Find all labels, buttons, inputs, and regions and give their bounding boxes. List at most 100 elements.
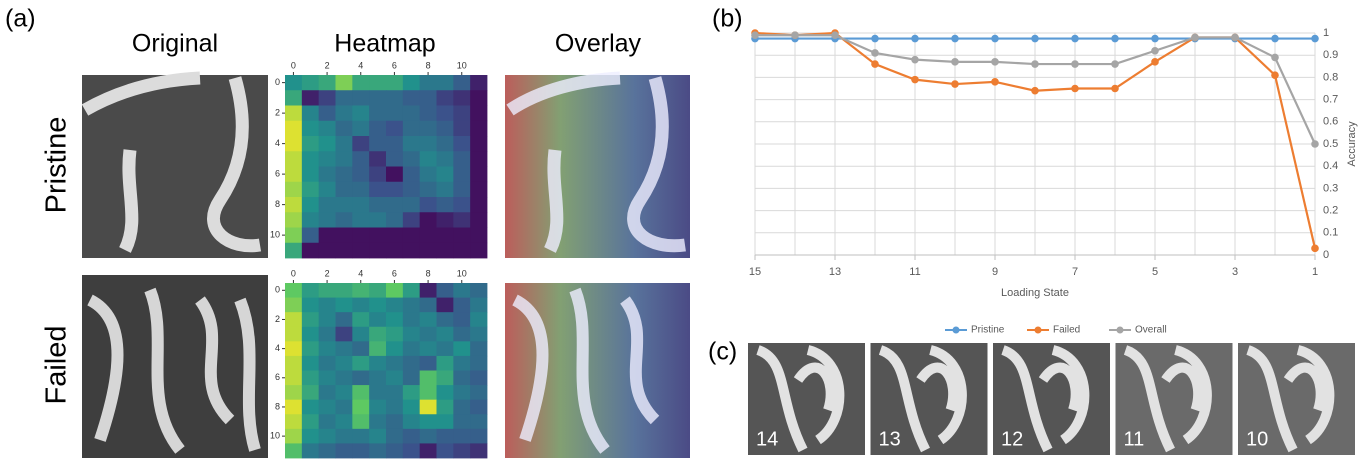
- heatmap-cell: [336, 75, 353, 91]
- heatmap-cell: [386, 212, 403, 228]
- y-tick-label: 0.9: [1323, 49, 1338, 61]
- heatmap-cell: [352, 182, 369, 198]
- series-point: [1151, 47, 1159, 55]
- heatmap-cell: [336, 327, 353, 342]
- heatmap-cell: [319, 182, 336, 198]
- heatmap-cell: [319, 212, 336, 228]
- heatmap-cell: [403, 212, 420, 228]
- series-point: [1231, 34, 1239, 42]
- heatmap-cell: [369, 212, 386, 228]
- heatmaps: 0246810024681002468100246810: [270, 60, 487, 458]
- heatmap-cell: [302, 429, 319, 444]
- heatmap-cell: [386, 121, 403, 137]
- heatmap-cell: [352, 298, 369, 313]
- heatmap-cell: [403, 414, 420, 429]
- heatmap-cell: [420, 283, 437, 298]
- x-tick-label: 0: [291, 60, 296, 70]
- heatmap-cell: [437, 429, 454, 444]
- heatmap-cell: [302, 312, 319, 327]
- heatmap-cell: [403, 429, 420, 444]
- heatmap-cell: [453, 228, 470, 244]
- heatmap-cell: [437, 121, 454, 137]
- accuracy-chart: 00.10.20.30.40.50.60.70.80.9115131197531…: [749, 27, 1358, 336]
- heatmap-cell: [470, 371, 487, 386]
- heatmap-cell: [437, 385, 454, 400]
- heatmap-cell: [352, 371, 369, 386]
- heatmap-cell: [470, 283, 487, 298]
- y-tick-label: 0.8: [1323, 71, 1338, 83]
- heatmap-cell: [336, 136, 353, 152]
- y-tick-label: 6: [275, 372, 280, 382]
- heatmap-cell: [420, 182, 437, 198]
- heatmap-cell: [386, 385, 403, 400]
- x-tick-label: 2: [325, 268, 330, 278]
- heatmap-cell: [453, 327, 470, 342]
- series-point: [1271, 71, 1279, 79]
- heatmap-cell: [369, 90, 386, 106]
- series-point: [991, 58, 999, 66]
- heatmap-cell: [369, 167, 386, 183]
- heatmap-cell: [470, 167, 487, 183]
- heatmap-cell: [386, 243, 403, 259]
- heatmap-cell: [319, 414, 336, 429]
- heatmap-cell: [352, 327, 369, 342]
- heatmap-cell: [403, 197, 420, 213]
- heatmap-cell: [319, 151, 336, 167]
- heatmap-cell: [403, 151, 420, 167]
- heatmap-cell: [369, 341, 386, 356]
- series-point: [1111, 60, 1119, 68]
- heatmap-cell: [302, 167, 319, 183]
- series-point: [1071, 85, 1079, 93]
- heatmap-cell: [437, 414, 454, 429]
- heatmap-cell: [420, 243, 437, 259]
- heatmap-cell: [470, 182, 487, 198]
- heatmap-cell: [285, 400, 302, 415]
- heatmap-cell: [420, 136, 437, 152]
- heatmap-cell: [403, 341, 420, 356]
- heatmap-cell: [352, 414, 369, 429]
- x-tick-label: 7: [1072, 266, 1078, 278]
- series-point: [911, 35, 919, 43]
- heatmap-cell: [470, 400, 487, 415]
- heatmap-cell: [352, 283, 369, 298]
- heatmap-cell: [420, 212, 437, 228]
- heatmap-cell: [470, 327, 487, 342]
- series-point: [871, 35, 879, 43]
- heatmap-cell: [403, 400, 420, 415]
- heatmap-cell: [352, 228, 369, 244]
- y-tick-label: 2: [275, 108, 280, 118]
- heatmap-cell: [470, 385, 487, 400]
- heatmap-cell: [319, 228, 336, 244]
- heatmap-cell: [369, 197, 386, 213]
- series-point: [1111, 85, 1119, 93]
- heatmap-cell: [403, 136, 420, 152]
- series-point: [1311, 245, 1319, 253]
- row-label: Pristine: [41, 117, 73, 214]
- heatmap-cell: [470, 212, 487, 228]
- heatmap-cell: [403, 356, 420, 371]
- heatmap-cell: [319, 75, 336, 91]
- x-tick-label: 13: [829, 266, 841, 278]
- heatmap-cell: [420, 385, 437, 400]
- heatmap-cell: [285, 371, 302, 386]
- panel-label: (b): [712, 5, 743, 33]
- heatmap-cell: [336, 443, 353, 458]
- heatmap-cell: [319, 243, 336, 259]
- heatmap-cell: [453, 283, 470, 298]
- heatmap-cell: [369, 371, 386, 386]
- x-tick-label: 4: [358, 268, 363, 278]
- heatmap-cell: [420, 75, 437, 91]
- heatmap-cell: [302, 106, 319, 122]
- heatmap-cell: [285, 298, 302, 313]
- column-title: Overlay: [555, 30, 642, 58]
- heatmap-cell: [285, 228, 302, 244]
- heatmap-cell: [369, 182, 386, 198]
- heatmap-cell: [386, 429, 403, 444]
- y-tick-label: 0.2: [1323, 205, 1338, 217]
- heatmap-cell: [437, 106, 454, 122]
- heatmap-cell: [285, 75, 302, 91]
- heatmap-cell: [319, 356, 336, 371]
- heatmap-cell: [285, 90, 302, 106]
- heatmap-cell: [285, 243, 302, 259]
- heatmap-cell: [285, 106, 302, 122]
